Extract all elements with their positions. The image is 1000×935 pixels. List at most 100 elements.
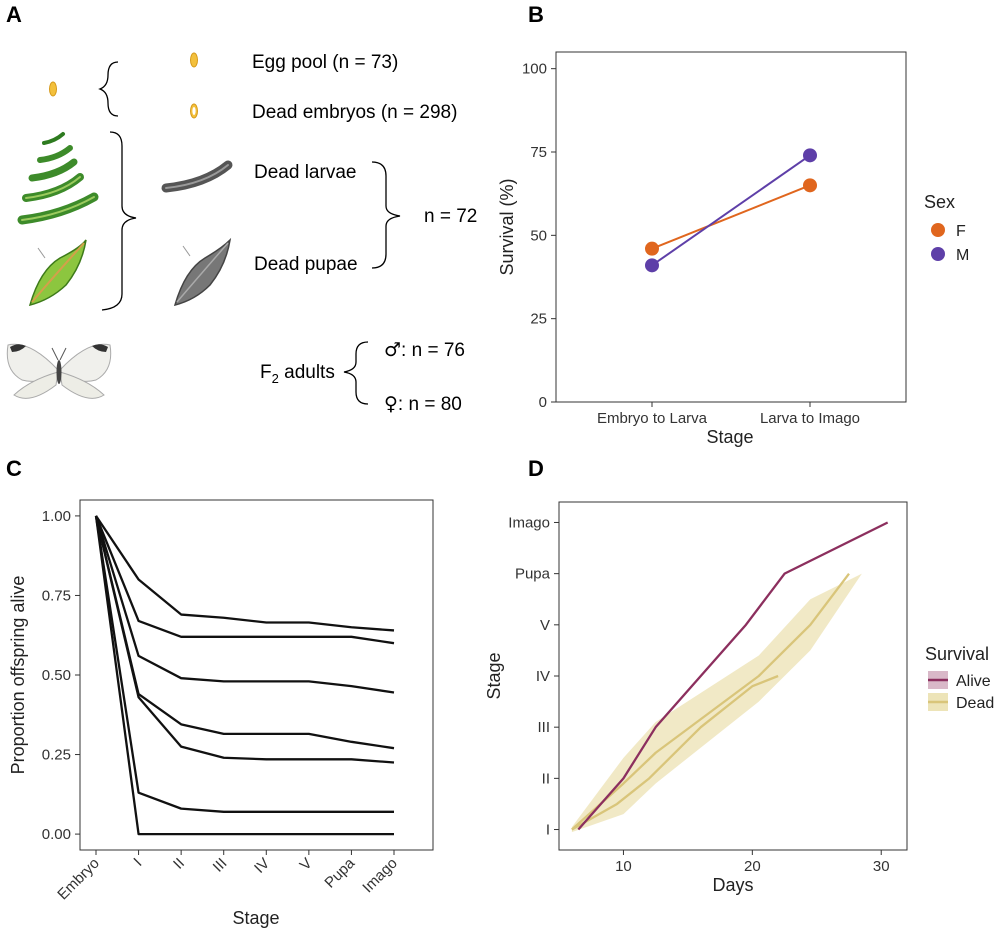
chart-d-x-tick-label: 30 bbox=[873, 858, 890, 875]
chart-b-point-m bbox=[803, 148, 817, 163]
chart-b-x-tick-label: Embryo to Larva bbox=[597, 410, 708, 427]
panel-label-c: C bbox=[6, 456, 22, 481]
panel-c: C 0.000.250.500.751.00 Embryo I II III IV V Pu… bbox=[6, 456, 434, 928]
chart-b-legend-label: M bbox=[956, 247, 969, 264]
chart-d-x-axis: 10 20 30 bbox=[615, 850, 890, 875]
butterfly-icon bbox=[6, 343, 112, 399]
chart-c-ylabel: Proportion offspring alive bbox=[8, 576, 28, 775]
chart-b-legend: Sex FM bbox=[924, 192, 969, 264]
chart-b-y-axis: 0 25 50 75 100 bbox=[522, 61, 556, 411]
n-larvae-pupae-label: n = 72 bbox=[424, 206, 477, 227]
chart-b-x-tick-label: Larva to Imago bbox=[760, 410, 860, 427]
chart-d-dead-band bbox=[571, 573, 862, 833]
chart-b-y-tick-label: 100 bbox=[522, 61, 547, 78]
chart-b-point-m bbox=[645, 258, 659, 273]
chart-c-series bbox=[94, 515, 395, 836]
chart-d-y-tick-label: Pupa bbox=[515, 566, 551, 583]
male-count-label: ♂: n = 76 bbox=[384, 339, 465, 361]
chart-c-x-tick-label: V bbox=[297, 855, 316, 874]
chart-d-y-tick-label: I bbox=[546, 822, 550, 839]
egg-icon bbox=[49, 81, 57, 97]
chart-b-legend-key-m bbox=[931, 247, 945, 261]
panel-b: B 0 25 50 75 100 Embryo to Larva Larva to Ima… bbox=[497, 2, 969, 447]
chart-b-y-tick-label: 50 bbox=[530, 227, 547, 244]
chart-d-x-tick-label: 10 bbox=[615, 858, 632, 875]
panel-label-b: B bbox=[528, 2, 544, 27]
panel-label-a: A bbox=[6, 2, 22, 27]
chart-d-y-tick-label: II bbox=[542, 770, 550, 787]
chart-c-line-1 bbox=[95, 515, 395, 632]
chart-c-line-4 bbox=[94, 515, 395, 750]
chart-c-x-tick-label: II bbox=[170, 855, 188, 873]
female-count-label: ♀: n = 80 bbox=[384, 393, 462, 415]
larvae-pupae-brace bbox=[371, 161, 401, 269]
chart-c-line-7 bbox=[94, 515, 394, 836]
chart-c-line-2 bbox=[94, 515, 395, 645]
chart-d-legend-label: Alive bbox=[956, 673, 991, 690]
chart-b-line-f bbox=[651, 184, 811, 250]
chart-b-y-tick-label: 0 bbox=[539, 394, 547, 411]
chart-d-y-tick-label: V bbox=[540, 617, 550, 634]
dead-embryo-icon bbox=[190, 103, 198, 119]
chart-d-y-tick-label: III bbox=[537, 719, 550, 736]
chart-d-legend: Survival Alive Dead bbox=[925, 644, 994, 712]
chart-b-y-tick-label: 25 bbox=[530, 311, 547, 328]
chart-c-x-tick-label: Imago bbox=[359, 855, 401, 897]
chart-d-y-tick-label: Imago bbox=[508, 514, 550, 531]
chart-c-line-3 bbox=[94, 515, 395, 694]
chart-c-y-tick-label: 0.75 bbox=[42, 587, 71, 604]
egg-pool-label: Egg pool (n = 73) bbox=[252, 52, 398, 73]
chart-c-y-axis: 0.00 0.25 0.50 0.75 1.00 bbox=[42, 508, 80, 843]
chart-b-legend-label: F bbox=[956, 223, 966, 240]
chart-b-legend-key-f bbox=[931, 223, 945, 237]
chart-b-legend-title: Sex bbox=[924, 192, 955, 212]
chart-b-xlabel: Stage bbox=[706, 427, 753, 447]
chart-b-series bbox=[645, 148, 817, 273]
chart-c-x-tick-label: IV bbox=[251, 855, 273, 877]
chart-c-x-tick-label: Pupa bbox=[321, 854, 358, 891]
chart-c-x-tick-label: Embryo bbox=[54, 855, 103, 904]
chart-c-x-tick-label: I bbox=[130, 855, 145, 870]
chart-d-line-dead bbox=[571, 674, 779, 831]
chart-c-x-axis: Embryo I II III IV V Pupa Imago bbox=[54, 850, 401, 903]
chart-b-point-f bbox=[803, 178, 817, 193]
chart-b-line-m bbox=[651, 154, 811, 267]
chart-c-line-6 bbox=[94, 515, 394, 813]
chart-c-x-tick-label: III bbox=[210, 855, 231, 876]
adults-brace bbox=[343, 341, 369, 405]
f2-adults-label: F2 adults bbox=[260, 362, 335, 386]
chart-b-ylabel: Survival (%) bbox=[497, 178, 517, 275]
chart-c-y-tick-label: 0.50 bbox=[42, 667, 71, 684]
panel-label-d: D bbox=[528, 456, 544, 481]
chart-b-y-tick-label: 75 bbox=[530, 144, 547, 161]
chart-d-legend-title: Survival bbox=[925, 644, 989, 664]
chart-d-line-alive bbox=[577, 521, 889, 831]
dead-pupa-icon bbox=[173, 237, 232, 307]
egg-brace bbox=[98, 61, 119, 117]
panel-a: A Egg pool (n = 73) Dead embryos (n = 29… bbox=[6, 2, 477, 415]
dead-larva-icon bbox=[161, 160, 233, 193]
chart-d-band-layer bbox=[571, 573, 862, 833]
dead-embryos-label: Dead embryos (n = 298) bbox=[252, 102, 457, 123]
chart-d-line-dead bbox=[571, 572, 850, 831]
chart-d-x-tick-label: 20 bbox=[744, 858, 761, 875]
chart-d-xlabel: Days bbox=[712, 875, 753, 895]
larvae-brace bbox=[101, 131, 137, 311]
dead-larvae-label: Dead larvae bbox=[254, 162, 356, 183]
chart-c-y-tick-label: 1.00 bbox=[42, 508, 71, 525]
chart-d-series bbox=[571, 521, 889, 831]
chart-c-y-tick-label: 0.00 bbox=[42, 826, 71, 843]
dead-pupae-label: Dead pupae bbox=[254, 254, 358, 275]
larvae-icon bbox=[17, 132, 99, 225]
chart-d-ylabel: Stage bbox=[484, 652, 504, 699]
chart-b-frame bbox=[555, 51, 907, 403]
chart-c-y-tick-label: 0.25 bbox=[42, 747, 71, 764]
egg-pool-icon bbox=[190, 52, 198, 68]
chart-b-point-f bbox=[645, 241, 659, 256]
chart-d-legend-label: Dead bbox=[956, 695, 994, 712]
chart-b-x-axis: Embryo to Larva Larva to Imago bbox=[597, 402, 860, 427]
chart-d-y-tick-label: IV bbox=[536, 668, 550, 685]
chart-c-xlabel: Stage bbox=[232, 908, 279, 928]
